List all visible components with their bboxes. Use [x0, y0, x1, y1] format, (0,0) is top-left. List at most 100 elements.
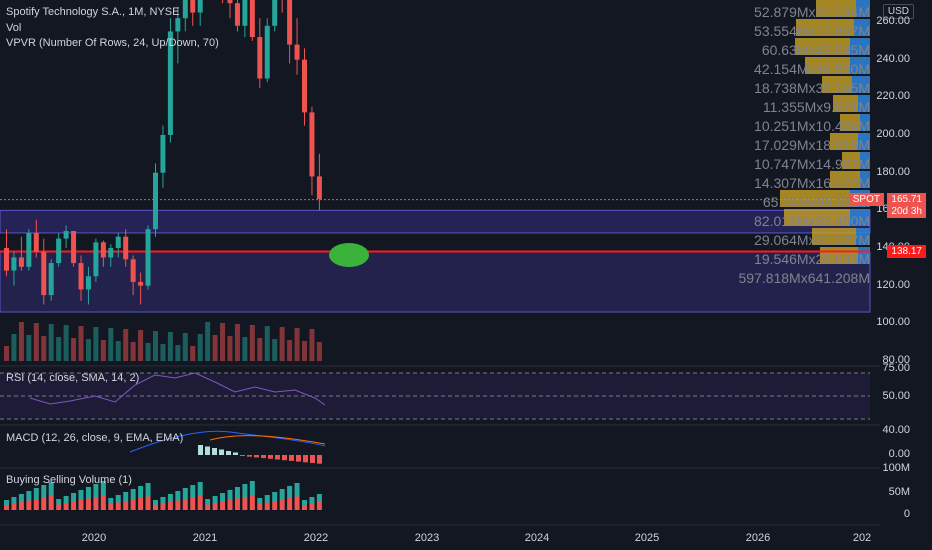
- time-tick: 2025: [634, 532, 660, 544]
- buy-volume-bar: [190, 485, 196, 498]
- vp-row-label: 18.738Mx36.145M: [754, 80, 870, 96]
- sell-volume-bar: [212, 503, 218, 510]
- sell-volume-bar: [220, 501, 226, 510]
- macd-histogram-bar: [254, 455, 259, 458]
- volume-bar: [257, 338, 263, 361]
- macd-histogram-bar: [268, 455, 273, 459]
- sell-volume-bar: [48, 496, 54, 510]
- macd-histogram-bar: [303, 455, 308, 463]
- currency-button[interactable]: USD: [882, 4, 914, 19]
- volume-bar: [153, 331, 158, 361]
- macd-histogram-bar: [240, 455, 245, 456]
- volume-bar: [175, 345, 181, 361]
- volume-bar: [212, 335, 218, 361]
- vpvr-legend: VPVR (Number Of Rows, 24, Up/Down, 70): [6, 37, 219, 49]
- buy-volume-bar: [220, 493, 226, 502]
- macd-histogram-bar: [247, 455, 252, 457]
- volume-bar: [249, 325, 255, 361]
- buy-volume-bar: [85, 487, 91, 499]
- volume-bar: [4, 346, 9, 361]
- price-tick: 240.00: [876, 52, 910, 65]
- candle-body: [167, 31, 173, 136]
- vp-row-label: 42.154Mx46.500M: [754, 61, 870, 77]
- sell-volume-bar: [190, 497, 196, 510]
- sell-volume-bar: [316, 502, 322, 510]
- volume-bar: [279, 327, 285, 361]
- buy-volume-bar: [167, 494, 173, 502]
- volume-bar: [26, 335, 32, 361]
- volume-bar: [220, 323, 226, 361]
- candle-body: [272, 0, 278, 26]
- buy-volume-bar: [71, 493, 77, 502]
- sell-volume-bar: [100, 495, 106, 510]
- volume-bar: [287, 340, 293, 361]
- sell-volume-bar: [145, 496, 151, 510]
- vp-row-label: 82.012Mx83.450M: [754, 213, 870, 229]
- sell-volume-bar: [33, 499, 39, 510]
- sell-volume-bar: [175, 500, 181, 510]
- volume-axis-tick: 100M: [882, 462, 910, 474]
- volume-bar: [78, 326, 84, 361]
- candle-body: [257, 37, 263, 79]
- vp-up-bar: [796, 19, 854, 36]
- candle-body: [182, 0, 188, 19]
- vp-up-bar: [840, 114, 860, 131]
- sell-volume-bar: [130, 499, 136, 510]
- price-tick: 100.00: [876, 316, 910, 329]
- vp-up-bar: [833, 95, 858, 112]
- candle-body: [41, 251, 47, 296]
- bsv-legend: Buying Selling Volume (1): [6, 474, 132, 486]
- symbol-badge: SPOT: [848, 193, 884, 206]
- candle-body: [316, 176, 322, 200]
- candle-body: [175, 18, 181, 32]
- candle-body: [85, 276, 91, 290]
- price-tick: 260.00: [876, 15, 910, 27]
- buy-volume-bar: [138, 486, 144, 498]
- buy-volume-bar: [41, 485, 47, 498]
- volume-bar: [138, 330, 144, 361]
- candle-body: [234, 3, 240, 26]
- vp-down-bar: [852, 76, 870, 93]
- buy-volume-bar: [33, 488, 39, 499]
- vp-row-label: 597.818Mx641.208M: [738, 270, 870, 286]
- buy-volume-bar: [242, 484, 248, 497]
- buy-volume-bar: [145, 483, 151, 497]
- macd-axis-tick: 40.00: [882, 424, 910, 436]
- vp-down-bar: [850, 209, 870, 226]
- buy-volume-bar: [294, 483, 300, 497]
- time-tick: 2021: [192, 532, 218, 544]
- candle-body: [71, 231, 77, 264]
- vp-up-bar: [805, 57, 850, 74]
- vp-row-label: 19.546Mx25.033M: [754, 251, 870, 267]
- sell-volume-bar: [242, 497, 248, 510]
- buy-volume-bar: [153, 500, 158, 505]
- volume-bar: [264, 326, 270, 361]
- candle-body: [294, 44, 300, 60]
- buy-volume-bar: [316, 494, 322, 502]
- macd-histogram-bar: [233, 452, 238, 455]
- volume-bar: [242, 337, 248, 361]
- volume-bar: [227, 336, 233, 361]
- symbol-title: Spotify Technology S.A., 1M, NYSE: [6, 6, 180, 18]
- macd-histogram-bar: [261, 455, 266, 459]
- volume-bar: [18, 322, 24, 361]
- sell-volume-bar: [108, 504, 114, 510]
- vp-row-label: 52.879Mx51.134M: [754, 4, 870, 20]
- volume-bar: [71, 338, 77, 361]
- vp-row-label: 60.63Mx43.045M: [761, 42, 870, 58]
- time-tick: 2022: [303, 532, 329, 544]
- macd-histogram-bar: [198, 445, 203, 455]
- vp-up-bar: [795, 38, 850, 55]
- volume-bar: [145, 343, 151, 361]
- candle-body: [242, 0, 248, 26]
- price-tick: 80.00: [882, 354, 910, 366]
- buy-volume-bar: [18, 494, 24, 502]
- buy-volume-bar: [234, 487, 240, 499]
- candle-body: [302, 59, 307, 113]
- vp-down-bar: [860, 114, 870, 131]
- vp-row-label: 65.74Mx96.811M: [762, 194, 870, 210]
- sell-volume-bar: [309, 503, 315, 510]
- sell-volume-bar: [264, 502, 270, 510]
- highlight-ellipse: [329, 243, 369, 267]
